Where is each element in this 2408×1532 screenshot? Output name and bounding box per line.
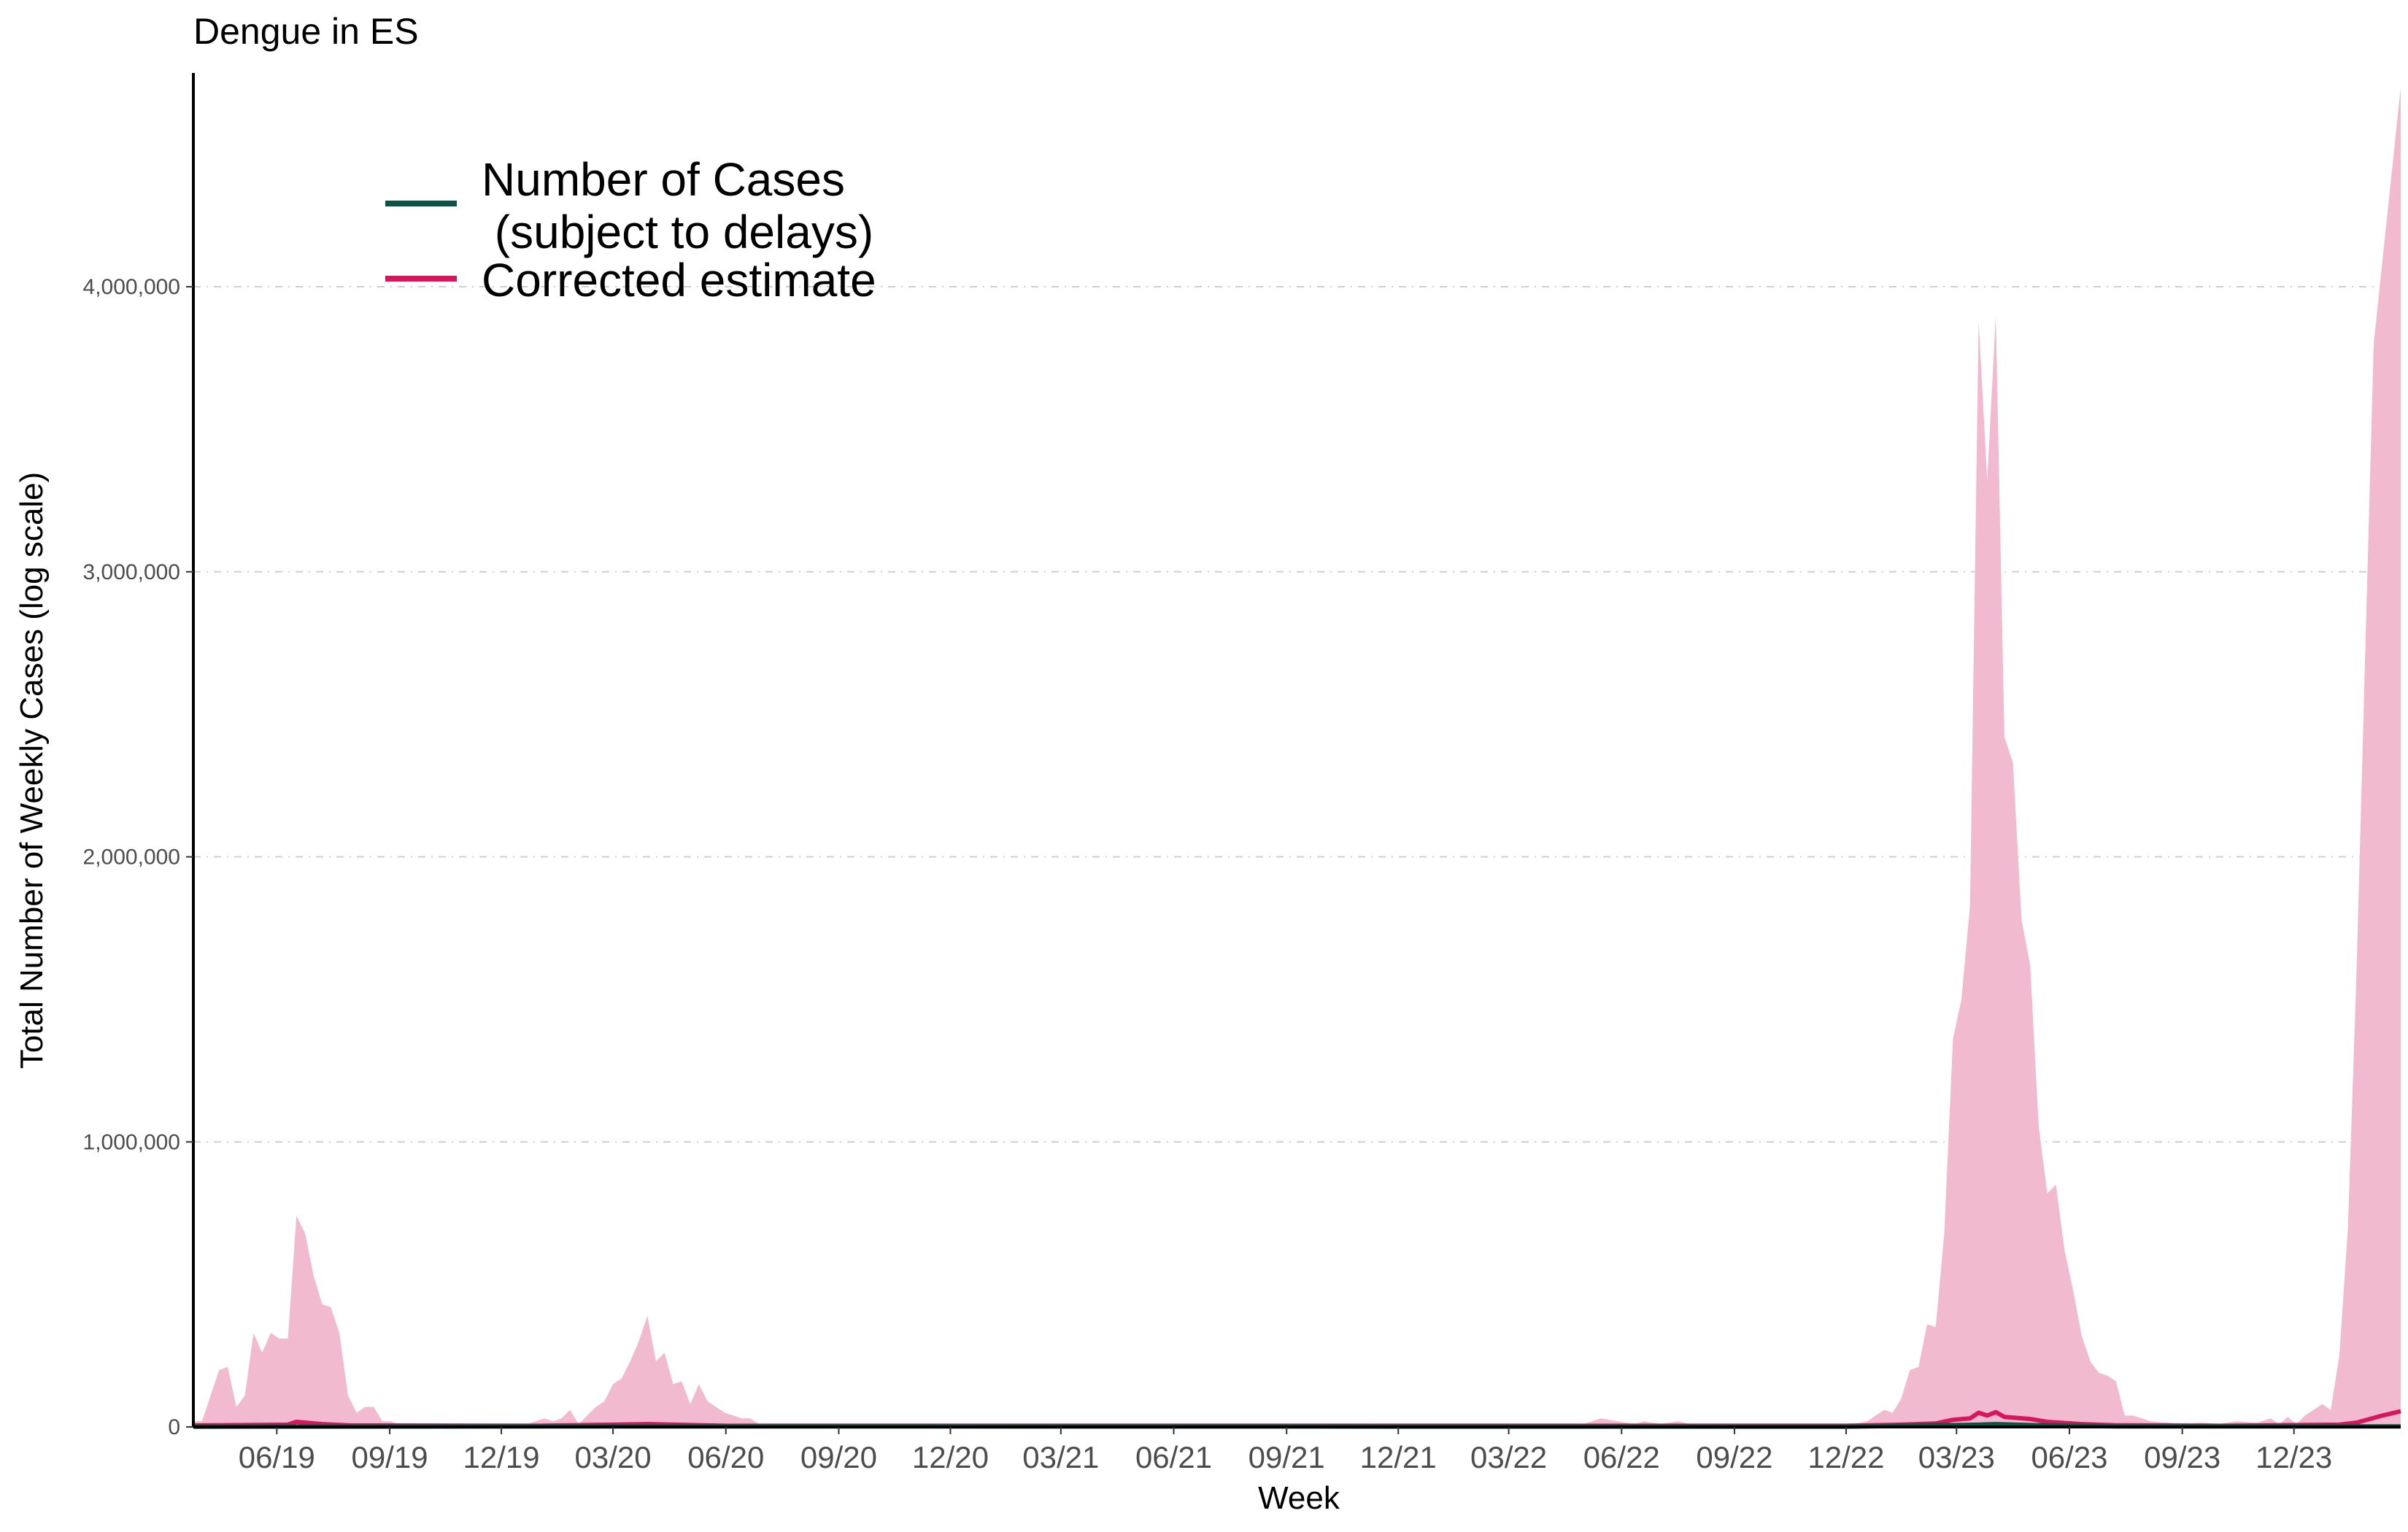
x-tick-label-16: 06/23 bbox=[2031, 1440, 2107, 1474]
y-tick-label-0: 0 bbox=[168, 1415, 180, 1439]
y-tick-label-2: 2,000,000 bbox=[83, 846, 180, 870]
x-tick-label-5: 09/20 bbox=[800, 1440, 877, 1474]
x-tick-label-1: 09/19 bbox=[351, 1440, 428, 1474]
x-tick-label-8: 06/21 bbox=[1135, 1440, 1212, 1474]
legend-label-cases-note: (subject to delays) bbox=[482, 206, 873, 258]
x-axis-ticks: 06/19 09/19 12/19 03/20 06/20 09/20 12/20 03/21… bbox=[239, 1427, 2332, 1474]
x-axis-title: Week bbox=[1258, 1480, 1340, 1516]
x-tick-label-7: 03/21 bbox=[1022, 1440, 1099, 1474]
x-tick-label-13: 09/22 bbox=[1696, 1440, 1772, 1474]
legend: Number of Cases (subject to delays) Corr… bbox=[385, 153, 876, 306]
y-tick-label-3: 3,000,000 bbox=[83, 560, 180, 584]
legend-label-estimate: Corrected estimate bbox=[482, 254, 876, 306]
x-tick-label-9: 09/21 bbox=[1249, 1440, 1325, 1474]
x-tick-label-11: 03/22 bbox=[1470, 1440, 1547, 1474]
x-tick-label-0: 06/19 bbox=[239, 1440, 315, 1474]
x-tick-label-6: 12/20 bbox=[912, 1440, 989, 1474]
gridlines bbox=[193, 286, 2401, 1143]
legend-label-cases: Number of Cases bbox=[482, 153, 845, 206]
x-tick-label-14: 12/22 bbox=[1807, 1440, 1884, 1474]
x-tick-label-10: 12/21 bbox=[1360, 1440, 1437, 1474]
y-tick-label-4: 4,000,000 bbox=[83, 275, 180, 299]
x-tick-label-12: 06/22 bbox=[1583, 1440, 1660, 1474]
y-axis-ticks: 0 1,000,000 2,000,000 3,000,000 4,000,000 bbox=[83, 275, 193, 1439]
x-tick-label-2: 12/19 bbox=[463, 1440, 539, 1474]
x-tick-label-4: 06/20 bbox=[687, 1440, 764, 1474]
axes bbox=[192, 73, 2401, 1428]
y-tick-label-1: 1,000,000 bbox=[83, 1130, 180, 1154]
y-axis-title: Total Number of Weekly Cases (log scale) bbox=[14, 472, 50, 1069]
chart-title: Dengue in ES bbox=[193, 11, 419, 52]
x-tick-label-18: 12/23 bbox=[2255, 1440, 2332, 1474]
x-tick-label-17: 09/23 bbox=[2144, 1440, 2220, 1474]
x-tick-label-3: 03/20 bbox=[575, 1440, 652, 1474]
x-tick-label-15: 03/23 bbox=[1918, 1440, 1995, 1474]
